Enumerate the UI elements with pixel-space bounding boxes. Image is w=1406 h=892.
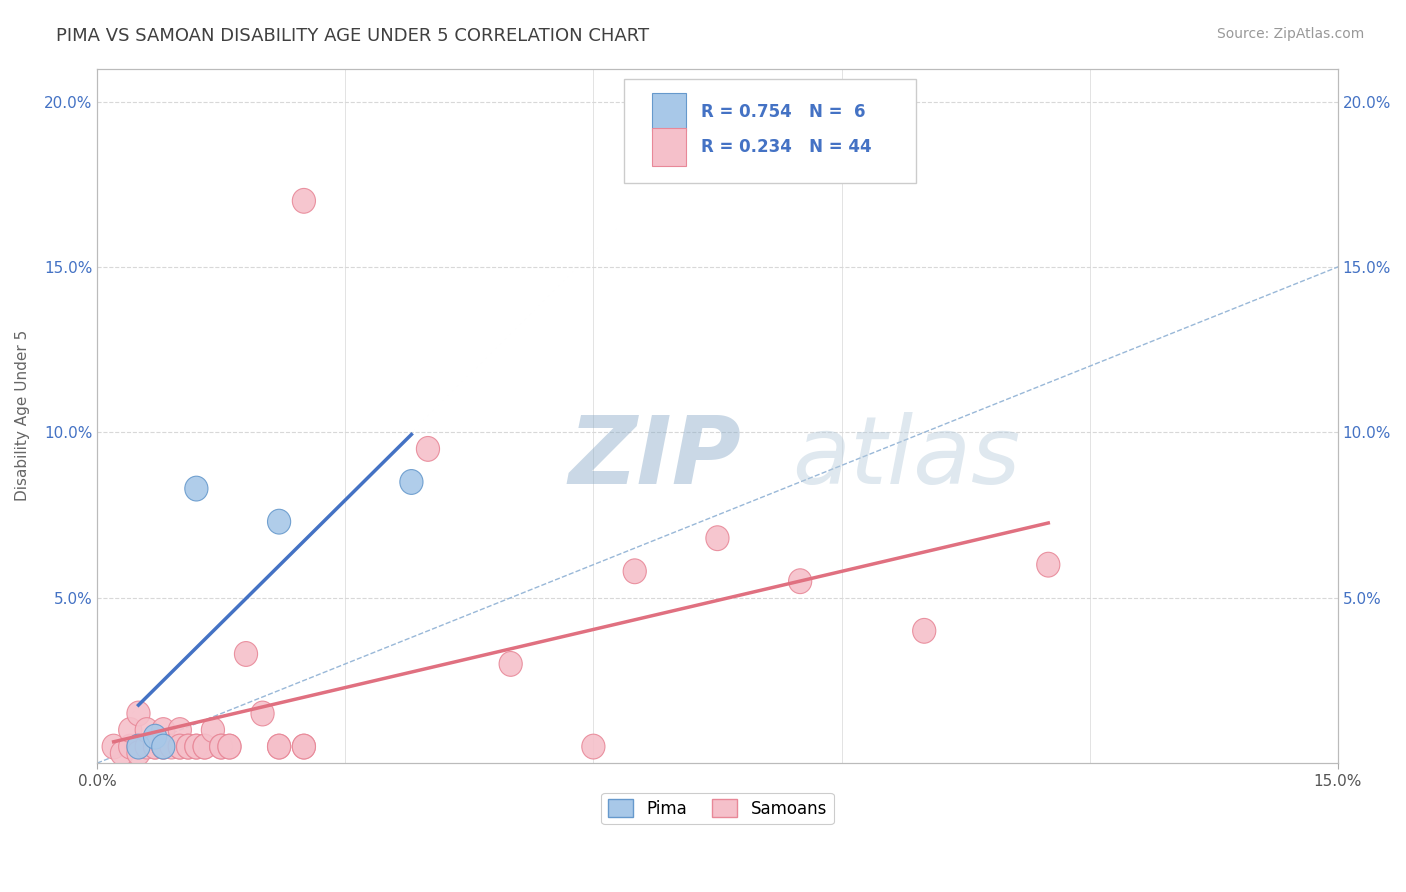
Ellipse shape <box>416 436 440 461</box>
Ellipse shape <box>127 740 150 765</box>
Ellipse shape <box>110 740 134 765</box>
Ellipse shape <box>135 734 159 759</box>
Ellipse shape <box>127 734 150 759</box>
Text: R = 0.234   N = 44: R = 0.234 N = 44 <box>702 138 872 156</box>
Ellipse shape <box>193 734 217 759</box>
Ellipse shape <box>184 476 208 501</box>
Ellipse shape <box>292 734 315 759</box>
Text: Source: ZipAtlas.com: Source: ZipAtlas.com <box>1216 27 1364 41</box>
Ellipse shape <box>292 734 315 759</box>
Ellipse shape <box>706 525 730 550</box>
FancyBboxPatch shape <box>652 128 686 166</box>
Ellipse shape <box>1036 552 1060 577</box>
Ellipse shape <box>152 718 174 742</box>
Ellipse shape <box>218 734 240 759</box>
Ellipse shape <box>143 734 166 759</box>
Legend: Pima, Samoans: Pima, Samoans <box>602 793 834 824</box>
Ellipse shape <box>152 734 174 759</box>
Text: R = 0.754   N =  6: R = 0.754 N = 6 <box>702 103 866 121</box>
Ellipse shape <box>127 734 150 759</box>
Ellipse shape <box>103 734 125 759</box>
Ellipse shape <box>399 469 423 494</box>
Ellipse shape <box>177 734 200 759</box>
Ellipse shape <box>118 734 142 759</box>
Ellipse shape <box>235 641 257 666</box>
Ellipse shape <box>292 188 315 213</box>
Ellipse shape <box>152 734 174 759</box>
Ellipse shape <box>169 734 191 759</box>
Ellipse shape <box>177 734 200 759</box>
Text: atlas: atlas <box>792 412 1021 503</box>
Ellipse shape <box>209 734 233 759</box>
Ellipse shape <box>499 651 522 676</box>
Ellipse shape <box>267 734 291 759</box>
Ellipse shape <box>193 734 217 759</box>
Ellipse shape <box>143 724 166 749</box>
Ellipse shape <box>201 718 225 742</box>
Ellipse shape <box>218 734 240 759</box>
Ellipse shape <box>127 701 150 726</box>
Ellipse shape <box>267 734 291 759</box>
Ellipse shape <box>582 734 605 759</box>
Text: PIMA VS SAMOAN DISABILITY AGE UNDER 5 CORRELATION CHART: PIMA VS SAMOAN DISABILITY AGE UNDER 5 CO… <box>56 27 650 45</box>
Ellipse shape <box>250 701 274 726</box>
Ellipse shape <box>184 734 208 759</box>
Text: ZIP: ZIP <box>568 411 741 503</box>
Ellipse shape <box>143 734 166 759</box>
Ellipse shape <box>912 618 936 643</box>
FancyBboxPatch shape <box>652 93 686 131</box>
Y-axis label: Disability Age Under 5: Disability Age Under 5 <box>15 330 30 501</box>
Ellipse shape <box>152 734 174 759</box>
FancyBboxPatch shape <box>624 78 915 183</box>
Ellipse shape <box>267 509 291 534</box>
Ellipse shape <box>169 718 191 742</box>
Ellipse shape <box>623 559 647 583</box>
Ellipse shape <box>789 569 811 593</box>
Ellipse shape <box>118 718 142 742</box>
Ellipse shape <box>184 734 208 759</box>
Ellipse shape <box>135 718 159 742</box>
Ellipse shape <box>169 734 191 759</box>
Ellipse shape <box>160 734 183 759</box>
Ellipse shape <box>209 734 233 759</box>
